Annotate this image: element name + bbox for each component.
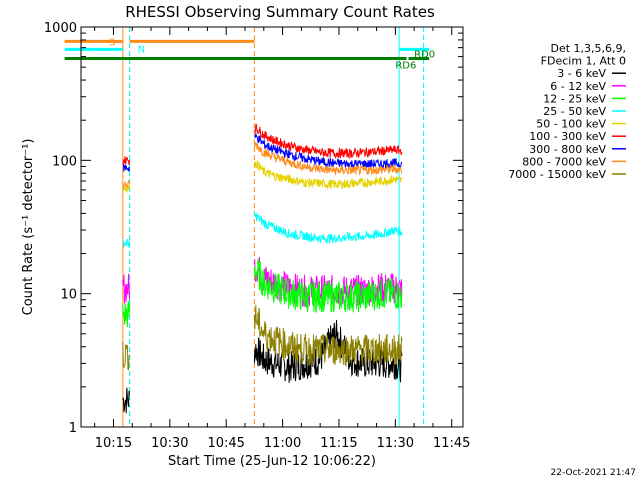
series-line-3-segment-2 [253, 211, 403, 245]
legend-entry-label: 25 - 50 keV [543, 105, 606, 118]
series-line-5-segment-2 [254, 123, 403, 160]
series-line-4-segment-2 [254, 160, 403, 191]
series-line-6-segment-1 [122, 163, 131, 173]
series-line-2-segment-2 [253, 258, 403, 313]
saa-label: S [109, 37, 115, 48]
y-tick-label: 1000 [44, 21, 77, 36]
rd-label-1: RD6 [395, 60, 416, 71]
x-tick-label: 10:15 [95, 436, 132, 451]
legend-header-line: FDecim 1, Att 0 [541, 55, 626, 68]
y-tick-label: 100 [52, 154, 77, 169]
x-axis: 10:15 10:30 10:45 11:00 11:15 11:30 11:45 [94, 27, 470, 451]
night-label: N [138, 44, 145, 55]
legend-header-line: Det 1,3,5,6,9, [550, 42, 626, 55]
series-line-1-segment-1 [122, 273, 131, 304]
timestamp: 22-Oct-2021 21:47 [551, 468, 636, 478]
x-tick-label: 11:45 [433, 436, 470, 451]
chart-title: RHESSI Observing Summary Count Rates [125, 3, 435, 21]
y-axis-label: Count Rate (s⁻¹ detector⁻¹) [21, 139, 36, 316]
series-line-8-segment-2 [253, 304, 403, 368]
legend-entry-label: 300 - 800 keV [529, 143, 606, 156]
series-line-8-segment-1 [122, 341, 131, 371]
series-line-0-segment-1 [122, 387, 131, 414]
legend-entry-label: 800 - 7000 keV [522, 155, 606, 168]
x-tick-label: 11:00 [264, 436, 301, 451]
plot-frame [80, 26, 464, 428]
y-axis: 1 10 100 1000 [44, 21, 463, 436]
series-line-3-segment-1 [122, 238, 131, 248]
legend-entry-label: 6 - 12 keV [550, 80, 606, 93]
x-tick-label: 10:45 [207, 436, 244, 451]
series-line-5-segment-1 [122, 156, 131, 166]
y-tick-label: 10 [60, 288, 77, 303]
series-line-7-segment-1 [122, 179, 131, 190]
legend: Det 1,3,5,6,9,FDecim 1, Att 03 - 6 keV6 … [508, 42, 626, 181]
y-tick-label: 1 [69, 421, 77, 436]
x-tick-label: 11:15 [320, 436, 357, 451]
series-line-6-segment-2 [254, 132, 403, 170]
x-tick-label: 11:30 [377, 436, 414, 451]
legend-entry-label: 3 - 6 keV [557, 67, 606, 80]
legend-entry-label: 12 - 25 keV [543, 92, 606, 105]
rd-label-0: RD0 [414, 50, 435, 61]
series-line-7-segment-2 [253, 142, 403, 176]
series-line-2-segment-1 [122, 300, 131, 328]
legend-entry-label: 100 - 300 keV [529, 130, 606, 143]
legend-entry-label: 50 - 100 keV [536, 118, 606, 131]
legend-entry-label: 7000 - 15000 keV [508, 168, 606, 181]
x-axis-label: Start Time (25-Jun-12 10:06:22) [168, 454, 376, 469]
x-tick-label: 10:30 [151, 436, 188, 451]
